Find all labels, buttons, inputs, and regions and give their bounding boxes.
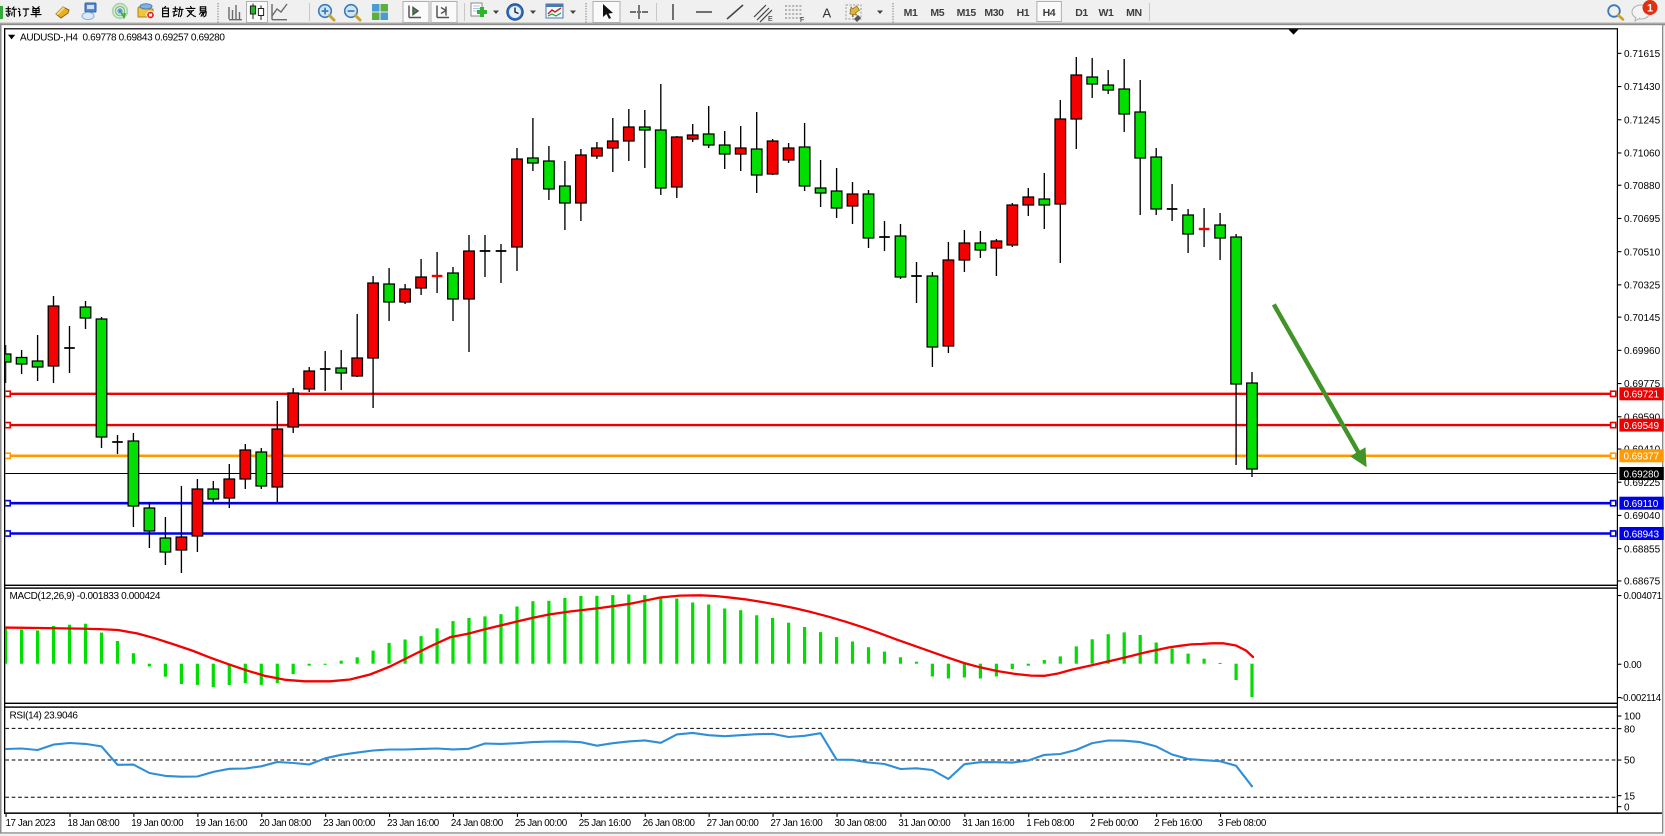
svg-text:F: F [800, 17, 804, 24]
svg-text:M30: M30 [984, 7, 1004, 19]
svg-text:0.68943: 0.68943 [1624, 529, 1660, 540]
svg-text:23 Jan 16:00: 23 Jan 16:00 [387, 818, 440, 829]
svg-text:23 Jan 00:00: 23 Jan 00:00 [323, 818, 376, 829]
svg-text:100: 100 [1624, 712, 1641, 723]
svg-text:3 Feb 08:00: 3 Feb 08:00 [1218, 818, 1267, 829]
svg-text:18 Jan 08:00: 18 Jan 08:00 [67, 818, 120, 829]
svg-text:25 Jan 00:00: 25 Jan 00:00 [515, 818, 568, 829]
svg-text:0.69110: 0.69110 [1624, 499, 1659, 510]
svg-text:80: 80 [1624, 724, 1636, 735]
svg-text:20 Jan 08:00: 20 Jan 08:00 [259, 818, 312, 829]
svg-text:0.71060: 0.71060 [1624, 149, 1661, 160]
svg-text:A: A [823, 6, 832, 21]
svg-text:H4: H4 [1043, 7, 1056, 19]
svg-text:27 Jan 00:00: 27 Jan 00:00 [707, 818, 760, 829]
svg-text:24 Jan 08:00: 24 Jan 08:00 [451, 818, 504, 829]
svg-text:MN: MN [1126, 7, 1142, 19]
svg-text:1: 1 [1647, 3, 1653, 15]
svg-text:0.71615: 0.71615 [1624, 49, 1661, 60]
svg-text:0.69377: 0.69377 [1624, 452, 1660, 463]
svg-text:0.70145: 0.70145 [1624, 313, 1661, 324]
svg-text:0.70325: 0.70325 [1624, 281, 1661, 292]
svg-text:0.004071: 0.004071 [1624, 591, 1662, 602]
svg-text:D1: D1 [1075, 7, 1088, 19]
svg-text:19 Jan 00:00: 19 Jan 00:00 [131, 818, 184, 829]
svg-text:AUDUSD-,H4 0.69778 0.69843 0.: AUDUSD-,H4 0.69778 0.69843 0.69257 0.692… [20, 33, 225, 44]
svg-text:0.69590: 0.69590 [1624, 412, 1661, 423]
svg-text:E: E [768, 16, 773, 23]
svg-text:MACD(12,26,9) -0.001833 0.0004: MACD(12,26,9) -0.001833 0.000424 [10, 591, 161, 602]
svg-text:0.68855: 0.68855 [1624, 544, 1661, 555]
svg-text:0.69775: 0.69775 [1624, 379, 1661, 390]
svg-text:25 Jan 16:00: 25 Jan 16:00 [579, 818, 632, 829]
svg-text:17 Jan 2023: 17 Jan 2023 [6, 818, 56, 829]
svg-text:50: 50 [1624, 756, 1636, 767]
svg-text:H1: H1 [1017, 7, 1030, 19]
svg-text:30 Jan 08:00: 30 Jan 08:00 [835, 818, 888, 829]
svg-text:RSI(14) 23.9046: RSI(14) 23.9046 [10, 711, 79, 722]
svg-text:31 Jan 16:00: 31 Jan 16:00 [962, 818, 1015, 829]
svg-text:1 Feb 08:00: 1 Feb 08:00 [1026, 818, 1075, 829]
svg-text:M1: M1 [904, 7, 918, 19]
svg-text:-0.002114: -0.002114 [1620, 693, 1662, 704]
svg-text:M5: M5 [930, 7, 944, 19]
svg-text:0.69721: 0.69721 [1624, 390, 1660, 401]
svg-text:19 Jan 16:00: 19 Jan 16:00 [195, 818, 248, 829]
svg-text:0.68675: 0.68675 [1624, 577, 1661, 588]
svg-text:31 Jan 00:00: 31 Jan 00:00 [898, 818, 951, 829]
svg-text:0.69225: 0.69225 [1624, 478, 1661, 489]
svg-text:0.00: 0.00 [1624, 660, 1643, 671]
svg-text:0.70880: 0.70880 [1624, 181, 1661, 192]
svg-text:15: 15 [1624, 791, 1636, 802]
svg-text:0.69960: 0.69960 [1624, 346, 1661, 357]
svg-text:0.70510: 0.70510 [1624, 247, 1661, 258]
svg-text:0.70695: 0.70695 [1624, 214, 1661, 225]
svg-text:2 Feb 16:00: 2 Feb 16:00 [1154, 818, 1203, 829]
svg-text:0.71430: 0.71430 [1624, 82, 1661, 93]
svg-text:W1: W1 [1099, 7, 1115, 19]
svg-text:27 Jan 16:00: 27 Jan 16:00 [771, 818, 824, 829]
svg-text:0: 0 [1624, 802, 1630, 813]
svg-text:2 Feb 00:00: 2 Feb 00:00 [1090, 818, 1139, 829]
svg-text:0.69549: 0.69549 [1624, 421, 1660, 432]
svg-text:0.71245: 0.71245 [1624, 115, 1661, 126]
svg-text:0.69280: 0.69280 [1624, 469, 1660, 480]
svg-text:0.69040: 0.69040 [1624, 511, 1661, 522]
svg-text:M15: M15 [957, 7, 977, 19]
svg-text:26 Jan 08:00: 26 Jan 08:00 [643, 818, 696, 829]
